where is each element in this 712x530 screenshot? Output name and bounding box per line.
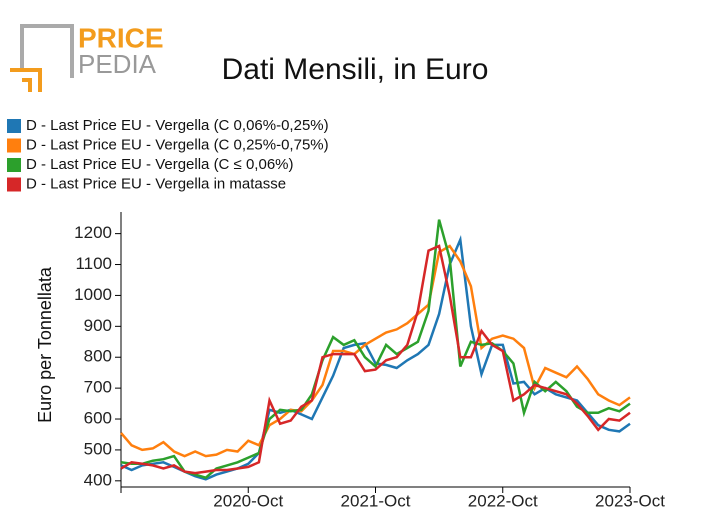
legend-swatch [7, 158, 21, 172]
y-tick-label: 1000 [74, 285, 112, 304]
logo-text: PRICE [78, 22, 164, 53]
chart-title: Dati Mensili, in Euro [222, 53, 489, 86]
y-tick-label: 800 [84, 347, 112, 366]
legend-swatch [7, 119, 21, 133]
line-series [120, 219, 631, 480]
y-tick-label: 600 [84, 409, 112, 428]
y-tick-label: 900 [84, 316, 112, 335]
y-tick-label: 700 [84, 378, 112, 397]
legend-swatch [7, 138, 21, 153]
line-series [120, 244, 631, 458]
line-series [120, 244, 631, 475]
y-tick-label: 500 [84, 439, 112, 458]
logo-text: PEDIA [78, 49, 157, 79]
x-tick-label: 2022-Oct [468, 491, 538, 510]
legend-label: D - Last Price EU - Vergella in matasse [26, 175, 286, 192]
y-tick-label: 1200 [74, 223, 112, 242]
x-tick-label: 2020-Oct [213, 491, 283, 510]
y-tick-label: 1100 [75, 254, 112, 273]
y-tick-label: 400 [84, 470, 112, 489]
legend-label: D - Last Price EU - Vergella (C ≤ 0,06%) [26, 156, 294, 173]
legend-label: D - Last Price EU - Vergella (C 0,25%-0,… [26, 136, 329, 153]
logo-icon [10, 24, 74, 92]
legend-swatch [7, 177, 21, 192]
x-tick-label: 2023-Oct [595, 491, 665, 510]
x-tick-label: 2021-Oct [341, 491, 411, 510]
legend-label: D - Last Price EU - Vergella (C 0,06%-0,… [26, 117, 329, 134]
y-axis-label: Euro per Tonnellata [35, 266, 55, 423]
line-series [120, 235, 631, 481]
